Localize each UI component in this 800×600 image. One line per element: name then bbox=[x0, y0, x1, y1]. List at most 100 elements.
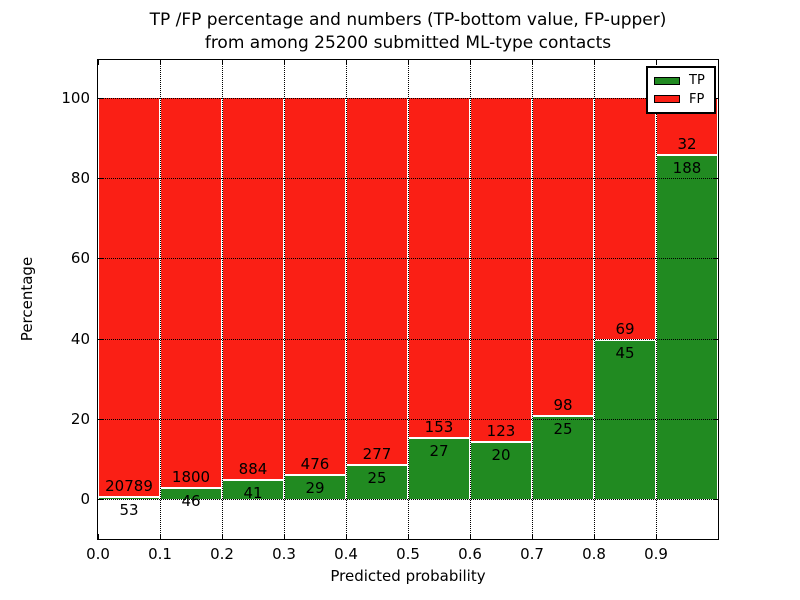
x-tick-mark bbox=[222, 534, 223, 539]
x-tick-mark bbox=[656, 534, 657, 539]
bar-segment-tp bbox=[347, 465, 407, 499]
tp-count-label: 45 bbox=[615, 343, 635, 362]
x-tick-mark bbox=[656, 60, 657, 65]
fp-count-label: 476 bbox=[300, 454, 330, 473]
x-tick-mark bbox=[532, 534, 533, 539]
x-tick-mark bbox=[470, 534, 471, 539]
bar-segment-fp bbox=[161, 98, 221, 489]
fp-count-label: 277 bbox=[362, 444, 392, 463]
bar-segment-fp bbox=[595, 98, 655, 341]
y-tick-label: 0 bbox=[80, 490, 90, 508]
bar-segment-fp bbox=[99, 98, 159, 498]
fp-count-label: 1800 bbox=[171, 468, 211, 486]
x-tick-label: 0.5 bbox=[396, 545, 420, 563]
x-tick-mark bbox=[346, 60, 347, 65]
x-tick-label: 0.4 bbox=[334, 545, 358, 563]
tp-count-label: 27 bbox=[429, 441, 449, 460]
y-tick-label: 40 bbox=[70, 329, 90, 348]
y-tick-label: 20 bbox=[70, 409, 90, 428]
tp-count-label: 46 bbox=[181, 492, 201, 510]
y-tick-label: 100 bbox=[61, 89, 90, 107]
fp-count-label: 98 bbox=[553, 396, 573, 415]
bar-segment-fp bbox=[533, 98, 593, 418]
x-tick-mark bbox=[346, 534, 347, 539]
chart-title: TP /FP percentage and numbers (TP-bottom… bbox=[98, 9, 718, 55]
fp-count-label: 884 bbox=[238, 460, 268, 479]
fp-count-label: 32 bbox=[677, 135, 697, 154]
x-tick-label: 0.3 bbox=[272, 545, 296, 563]
legend-label-fp: FP bbox=[689, 91, 705, 107]
x-axis-label: Predicted probability bbox=[330, 567, 486, 585]
tp-count-label: 25 bbox=[553, 420, 573, 439]
chart-title-line-2: from among 25200 submitted ML-type conta… bbox=[204, 33, 612, 53]
bar-segment-tp bbox=[99, 497, 159, 499]
y-tick-mark bbox=[713, 258, 718, 260]
x-tick-mark bbox=[284, 534, 285, 539]
y-tick-label: 60 bbox=[70, 249, 90, 268]
chart-title-line-1: TP /FP percentage and numbers (TP-bottom… bbox=[149, 10, 667, 30]
y-tick-mark bbox=[713, 418, 718, 420]
bar-segment-fp bbox=[471, 98, 531, 443]
fp-count-label: 69 bbox=[615, 319, 635, 338]
x-tick-label: 0.9 bbox=[644, 545, 668, 563]
fp-count-label: 153 bbox=[424, 417, 454, 436]
x-tick-label: 0.6 bbox=[458, 545, 482, 563]
legend-item-tp: TP bbox=[654, 73, 708, 88]
x-tick-label: 0.0 bbox=[86, 545, 110, 563]
x-tick-mark bbox=[98, 60, 99, 65]
bar-segment-fp bbox=[347, 98, 407, 466]
y-tick-mark bbox=[713, 499, 718, 500]
x-tick-label: 0.1 bbox=[148, 545, 172, 563]
bar-segment-tp bbox=[657, 156, 717, 499]
x-tick-label: 0.8 bbox=[582, 545, 606, 563]
y-tick-mark bbox=[98, 338, 103, 340]
x-tick-mark bbox=[532, 60, 533, 65]
bar-segment-fp bbox=[409, 98, 469, 439]
legend-item-fp: FP bbox=[654, 92, 708, 107]
bar-segment-tp bbox=[223, 481, 283, 499]
tp-count-label: 29 bbox=[305, 478, 325, 497]
tp-count-label: 41 bbox=[243, 484, 263, 503]
tp-count-label: 53 bbox=[119, 500, 139, 519]
x-tick-mark bbox=[594, 534, 595, 539]
legend-swatch-tp-icon bbox=[654, 76, 680, 85]
bar-segment-tp bbox=[409, 438, 469, 499]
bar-segment-tp bbox=[161, 489, 221, 499]
x-tick-label: 0.2 bbox=[210, 545, 234, 563]
x-tick-mark bbox=[284, 60, 285, 65]
tp-count-label: 20 bbox=[491, 445, 511, 464]
x-tick-mark bbox=[408, 534, 409, 539]
x-tick-label: 0.7 bbox=[520, 545, 544, 563]
plot-area: 20789 53 1800 46 884 41 476 29 277 25 153 27 123 20 98… bbox=[97, 59, 719, 540]
legend-label-tp: TP bbox=[689, 73, 705, 89]
tp-count-label: 25 bbox=[367, 468, 387, 487]
bar-segment-fp bbox=[223, 98, 283, 482]
fp-count-label: 20789 bbox=[105, 476, 153, 495]
x-tick-mark bbox=[160, 534, 161, 539]
x-tick-mark bbox=[594, 60, 595, 65]
x-tick-mark bbox=[408, 60, 409, 65]
bar-segment-tp bbox=[471, 442, 531, 499]
y-tick-label: 80 bbox=[70, 169, 90, 188]
y-tick-mark bbox=[98, 258, 103, 260]
bar-segment-fp bbox=[285, 98, 345, 476]
y-axis-label: Percentage bbox=[18, 256, 36, 342]
tp-count-label: 188 bbox=[672, 159, 702, 178]
x-tick-mark bbox=[98, 534, 99, 539]
bar-segment-tp bbox=[533, 417, 593, 499]
y-tick-mark bbox=[98, 418, 103, 420]
x-tick-mark bbox=[222, 60, 223, 65]
y-tick-mark bbox=[713, 338, 718, 340]
y-tick-mark bbox=[98, 499, 103, 500]
bar-segment-tp bbox=[285, 475, 345, 499]
y-tick-mark bbox=[98, 178, 103, 180]
legend-swatch-fp-icon bbox=[654, 95, 680, 104]
x-tick-mark bbox=[160, 60, 161, 65]
y-tick-mark bbox=[713, 178, 718, 180]
legend: TP FP bbox=[646, 66, 716, 114]
y-tick-mark bbox=[98, 98, 103, 99]
fp-count-label: 123 bbox=[486, 421, 516, 440]
bar-segment-tp bbox=[595, 340, 655, 499]
x-tick-mark bbox=[470, 60, 471, 65]
